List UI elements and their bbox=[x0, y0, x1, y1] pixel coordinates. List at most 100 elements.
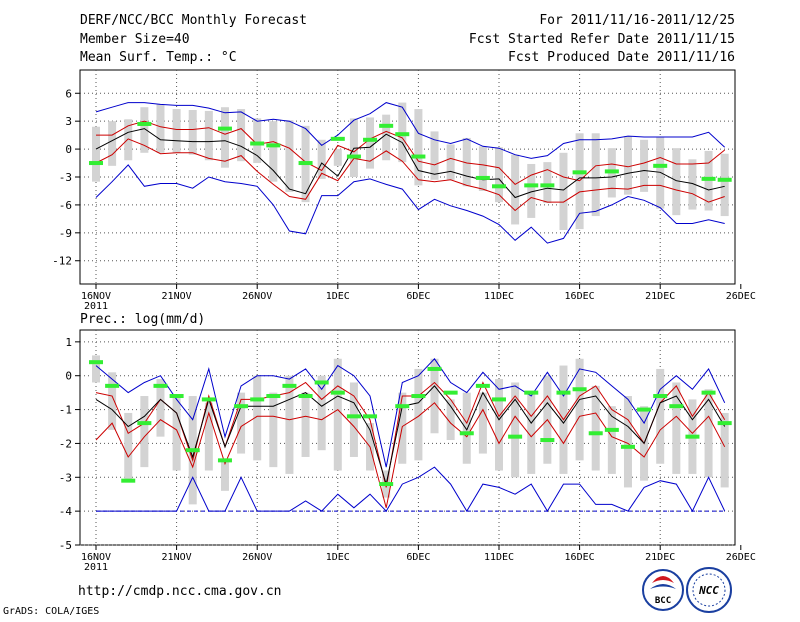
ensemble-box bbox=[108, 121, 117, 166]
observed-marker bbox=[459, 431, 474, 436]
ensemble-box bbox=[301, 392, 310, 457]
ensemble-box bbox=[237, 392, 246, 454]
observed-marker bbox=[572, 170, 587, 175]
ensemble-box bbox=[349, 382, 358, 457]
observed-marker bbox=[137, 121, 152, 126]
precipitation-x-ticks: 16NOV 21NOV 26NOV 1DEC 6DEC 11DEC 16DEC 21DEC 26… bbox=[81, 545, 756, 573]
temp-variable-label: Mean Surf. Temp.: °C bbox=[80, 50, 237, 65]
ensemble-box bbox=[559, 152, 568, 231]
observed-marker bbox=[492, 184, 506, 189]
ensemble-box bbox=[92, 126, 100, 182]
ensemble-box bbox=[317, 375, 326, 451]
y-tick-label: -9 bbox=[59, 227, 72, 240]
observed-marker bbox=[121, 478, 136, 483]
ensemble-box bbox=[140, 396, 149, 468]
series-upper-line bbox=[96, 120, 726, 186]
ensemble-box bbox=[704, 389, 713, 478]
x-tick-label: 26DEC bbox=[726, 552, 756, 563]
observed-marker bbox=[298, 394, 313, 399]
ensemble-box bbox=[607, 406, 616, 474]
ensemble-box bbox=[414, 368, 423, 461]
observed-marker bbox=[282, 383, 297, 388]
observed-marker bbox=[540, 438, 555, 443]
observed-marker bbox=[604, 169, 619, 174]
y-tick-label: -3 bbox=[59, 471, 72, 484]
ensemble-box bbox=[527, 163, 536, 218]
ensemble-box bbox=[430, 131, 439, 180]
observed-marker bbox=[89, 161, 103, 166]
observed-marker bbox=[492, 397, 506, 402]
x-tick-label: 11DEC bbox=[484, 552, 514, 563]
series-lower-line bbox=[95, 138, 725, 212]
x-tick-label: 21NOV bbox=[162, 291, 192, 302]
observed-marker bbox=[524, 390, 539, 395]
observed-marker bbox=[330, 390, 345, 395]
observed-marker bbox=[137, 421, 152, 426]
observed-marker bbox=[411, 154, 426, 159]
ensemble-box bbox=[688, 159, 697, 210]
observed-marker bbox=[653, 394, 668, 399]
ensemble-box bbox=[253, 118, 262, 164]
ensemble-box bbox=[623, 136, 632, 195]
observed-marker bbox=[588, 431, 603, 436]
observed-marker bbox=[201, 397, 216, 402]
ensemble-box bbox=[220, 107, 229, 168]
x-tick-year-label: 2011 bbox=[84, 301, 108, 312]
observed-marker bbox=[572, 387, 587, 392]
ensemble-box bbox=[495, 379, 503, 471]
observed-marker bbox=[185, 448, 200, 453]
series-min-line bbox=[96, 466, 726, 513]
ensemble-box bbox=[108, 372, 117, 430]
temperature-panel: 6 3 0 -3 -6 -9 -12 16NOV 21NOV 26NOV 1DEC 6DEC 11DE… bbox=[52, 69, 756, 312]
observed-marker bbox=[217, 458, 232, 463]
ensemble-box bbox=[478, 392, 487, 454]
ensemble-box bbox=[511, 154, 520, 225]
precipitation-panel: 1 0 -1 -2 -3 -4 -5 16NOV 21NOV 26NOV 1DEC 6DEC 11DE… bbox=[59, 329, 756, 573]
observed-marker bbox=[346, 414, 361, 419]
temperature-observed bbox=[89, 121, 732, 189]
ensemble-box bbox=[446, 144, 455, 180]
observed-marker bbox=[105, 383, 120, 388]
x-tick-label: 26NOV bbox=[242, 291, 272, 302]
x-tick-label: 21DEC bbox=[645, 291, 675, 302]
observed-marker bbox=[669, 404, 684, 409]
x-tick-year-label: 2011 bbox=[84, 562, 108, 573]
member-size: Member Size=40 bbox=[80, 32, 190, 47]
ensemble-box bbox=[333, 149, 342, 166]
temperature-boxes bbox=[92, 102, 729, 231]
ensemble-box bbox=[478, 146, 487, 191]
observed-marker bbox=[540, 183, 555, 188]
ensemble-box bbox=[672, 382, 681, 474]
y-tick-label: -6 bbox=[59, 199, 72, 212]
temperature-y-ticks: 6 3 0 -3 -6 -9 -12 bbox=[52, 87, 80, 268]
x-tick-label: 16NOV bbox=[81, 291, 111, 302]
ensemble-box bbox=[495, 147, 503, 203]
ensemble-box bbox=[446, 399, 455, 441]
observed-marker bbox=[427, 366, 442, 371]
observed-marker bbox=[475, 383, 490, 388]
ensemble-box bbox=[720, 412, 729, 488]
y-tick-label: 6 bbox=[65, 87, 72, 100]
ncc-logo-icon: NCC bbox=[686, 567, 732, 613]
ensemble-box bbox=[253, 375, 262, 461]
x-tick-label: 16NOV bbox=[81, 552, 111, 563]
observed-marker bbox=[637, 407, 652, 412]
temperature-lines bbox=[95, 102, 726, 244]
y-tick-label: -5 bbox=[59, 539, 72, 552]
bcc-logo-text: BCC bbox=[655, 596, 671, 606]
ensemble-box bbox=[511, 382, 520, 478]
x-tick-label: 16DEC bbox=[565, 552, 595, 563]
observed-marker bbox=[701, 390, 716, 395]
ensemble-box bbox=[156, 104, 165, 153]
x-tick-label: 16DEC bbox=[565, 291, 595, 302]
ensemble-box bbox=[124, 412, 133, 481]
ensemble-box bbox=[333, 358, 342, 471]
source-url[interactable]: http://cmdp.ncc.cma.gov.cn bbox=[78, 584, 282, 599]
x-tick-label: 26NOV bbox=[242, 552, 272, 563]
x-tick-label: 1DEC bbox=[326, 552, 350, 563]
observed-marker bbox=[234, 404, 249, 409]
ensemble-box bbox=[720, 153, 729, 217]
ensemble-box bbox=[462, 137, 471, 187]
observed-marker bbox=[508, 434, 523, 439]
